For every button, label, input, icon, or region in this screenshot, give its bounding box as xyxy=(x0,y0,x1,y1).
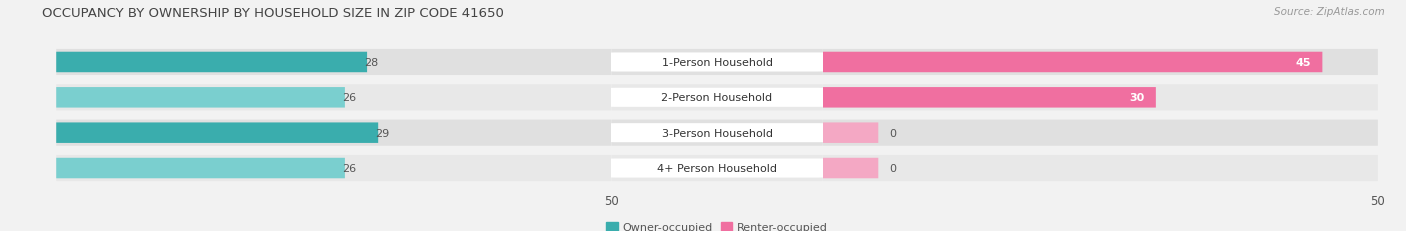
Text: 26: 26 xyxy=(342,163,356,173)
FancyBboxPatch shape xyxy=(605,53,830,72)
Text: 45: 45 xyxy=(1296,58,1312,68)
FancyBboxPatch shape xyxy=(612,50,823,76)
FancyBboxPatch shape xyxy=(56,52,367,73)
FancyBboxPatch shape xyxy=(823,85,1378,111)
FancyBboxPatch shape xyxy=(56,50,612,76)
FancyBboxPatch shape xyxy=(605,88,830,107)
FancyBboxPatch shape xyxy=(612,120,823,146)
FancyBboxPatch shape xyxy=(56,158,344,179)
FancyBboxPatch shape xyxy=(823,52,1323,73)
FancyBboxPatch shape xyxy=(823,158,879,179)
FancyBboxPatch shape xyxy=(823,88,1156,108)
Text: 2-Person Household: 2-Person Household xyxy=(661,93,773,103)
FancyBboxPatch shape xyxy=(56,155,612,181)
FancyBboxPatch shape xyxy=(823,155,1378,181)
FancyBboxPatch shape xyxy=(823,123,879,143)
Text: 29: 29 xyxy=(375,128,389,138)
FancyBboxPatch shape xyxy=(56,120,612,146)
Text: 1-Person Household: 1-Person Household xyxy=(662,58,772,68)
FancyBboxPatch shape xyxy=(56,88,344,108)
FancyBboxPatch shape xyxy=(612,85,823,111)
FancyBboxPatch shape xyxy=(612,155,823,181)
Text: 28: 28 xyxy=(364,58,378,68)
FancyBboxPatch shape xyxy=(56,85,612,111)
FancyBboxPatch shape xyxy=(823,120,1378,146)
Text: 26: 26 xyxy=(342,93,356,103)
FancyBboxPatch shape xyxy=(605,159,830,178)
Text: 30: 30 xyxy=(1129,93,1144,103)
FancyBboxPatch shape xyxy=(605,124,830,143)
Text: 0: 0 xyxy=(890,128,897,138)
FancyBboxPatch shape xyxy=(823,50,1378,76)
Text: Source: ZipAtlas.com: Source: ZipAtlas.com xyxy=(1274,7,1385,17)
FancyBboxPatch shape xyxy=(56,123,378,143)
Text: 3-Person Household: 3-Person Household xyxy=(662,128,772,138)
Legend: Owner-occupied, Renter-occupied: Owner-occupied, Renter-occupied xyxy=(602,217,832,231)
Text: OCCUPANCY BY OWNERSHIP BY HOUSEHOLD SIZE IN ZIP CODE 41650: OCCUPANCY BY OWNERSHIP BY HOUSEHOLD SIZE… xyxy=(42,7,505,20)
Text: 0: 0 xyxy=(890,163,897,173)
Text: 4+ Person Household: 4+ Person Household xyxy=(657,163,778,173)
